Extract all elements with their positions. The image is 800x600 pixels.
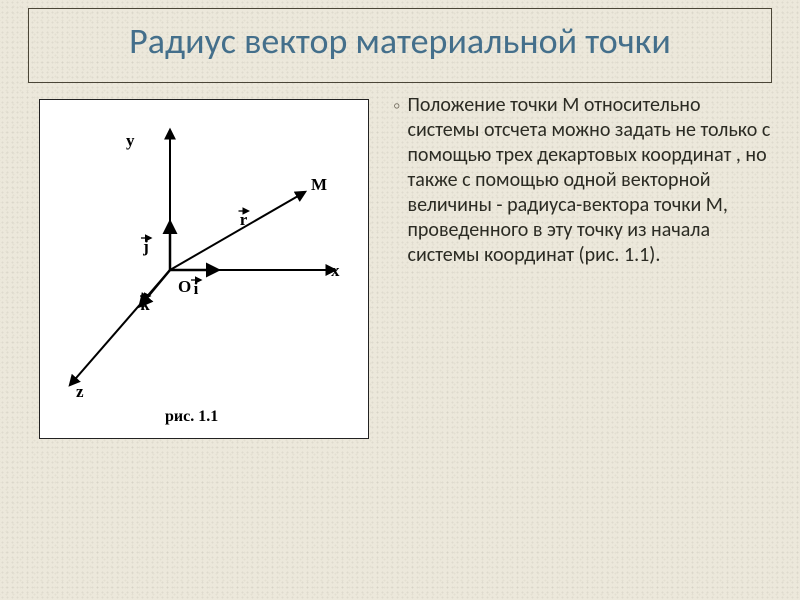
svg-text:j: j [142, 237, 149, 256]
svg-text:y: y [126, 131, 135, 150]
svg-text:M: M [311, 175, 327, 194]
svg-text:i: i [194, 279, 199, 298]
slide-title-box: Радиус вектор материальной точки [28, 8, 772, 83]
diagram-svg: y x z Mr Oi j k [40, 100, 370, 440]
diagram-column: y x z Mr Oi j k рис. 1.1 [24, 93, 384, 580]
content-row: y x z Mr Oi j k рис. 1.1 ○ Положение точки М о… [0, 83, 800, 600]
svg-text:r: r [240, 210, 248, 229]
bullet-item: ○ Положение точки М относительно системы… [394, 93, 776, 268]
svg-text:x: x [331, 261, 340, 280]
svg-text:O: O [178, 277, 191, 296]
slide-title: Радиус вектор материальной точки [49, 21, 751, 62]
svg-text:z: z [76, 382, 84, 401]
text-column: ○ Положение точки М относительно системы… [394, 93, 776, 580]
slide: Радиус вектор материальной точки y x z Mr Oi… [0, 0, 800, 600]
diagram: y x z Mr Oi j k рис. 1.1 [39, 99, 369, 439]
svg-text:k: k [140, 295, 150, 314]
bullet-text: Положение точки М относительно системы о… [408, 93, 777, 268]
diagram-caption: рис. 1.1 [165, 408, 218, 426]
bullet-mark-icon: ○ [394, 99, 400, 112]
